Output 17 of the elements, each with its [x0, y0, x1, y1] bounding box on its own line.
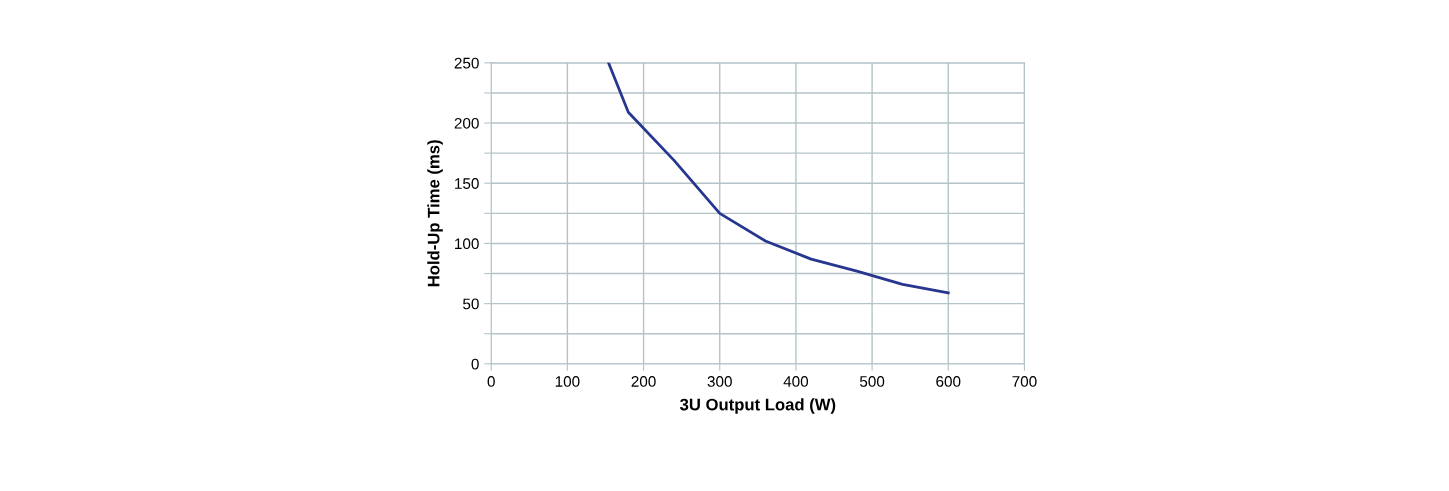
y-tick-label: 250: [454, 57, 479, 69]
x-tick-label: 100: [555, 376, 580, 387]
x-tick-label: 400: [783, 376, 809, 387]
x-tick-label: 200: [631, 376, 656, 387]
y-tick-label: 100: [455, 238, 479, 250]
x-tick-label: 500: [859, 376, 885, 387]
x-tick-label: 700: [1012, 376, 1037, 387]
x-axis-title: 3U Output Load (W): [679, 398, 836, 414]
line-series: [607, 62, 950, 295]
y-tick-label: 0: [471, 358, 479, 370]
x-tick-label: 300: [707, 376, 732, 387]
y-tick-label: 50: [463, 298, 479, 310]
y-tick-label: 200: [454, 117, 479, 129]
y-axis-title: Hold-Up Time (ms): [427, 140, 443, 287]
y-tick-label: 150: [455, 178, 479, 189]
x-tick-label: 600: [936, 376, 961, 387]
x-tick-label: 0: [487, 376, 495, 387]
